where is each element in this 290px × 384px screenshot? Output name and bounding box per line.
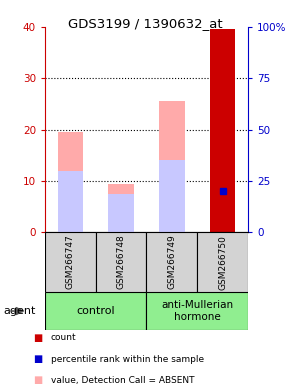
Text: ■: ■ [33,354,42,364]
Text: anti-Mullerian
hormone: anti-Mullerian hormone [161,300,233,322]
Text: GSM266747: GSM266747 [66,235,75,290]
Bar [159,101,184,232]
Text: value, Detection Call = ABSENT: value, Detection Call = ABSENT [51,376,194,384]
FancyBboxPatch shape [45,232,96,292]
Text: GSM266749: GSM266749 [167,235,176,290]
FancyBboxPatch shape [96,232,146,292]
Text: ■: ■ [33,375,42,384]
Text: GDS3199 / 1390632_at: GDS3199 / 1390632_at [68,17,222,30]
FancyBboxPatch shape [45,292,146,330]
Bar [108,184,134,232]
FancyBboxPatch shape [146,292,248,330]
Bar [159,161,184,232]
Text: GSM266748: GSM266748 [117,235,126,290]
FancyBboxPatch shape [197,232,248,292]
Text: percentile rank within the sample: percentile rank within the sample [51,354,204,364]
Bar [58,170,83,232]
Text: control: control [76,306,115,316]
Text: agent: agent [3,306,35,316]
Text: GSM266750: GSM266750 [218,235,227,290]
Text: count: count [51,333,76,343]
Bar [58,132,83,232]
Bar [108,194,134,232]
Bar [210,30,235,232]
FancyBboxPatch shape [146,232,197,292]
Text: ■: ■ [33,333,42,343]
